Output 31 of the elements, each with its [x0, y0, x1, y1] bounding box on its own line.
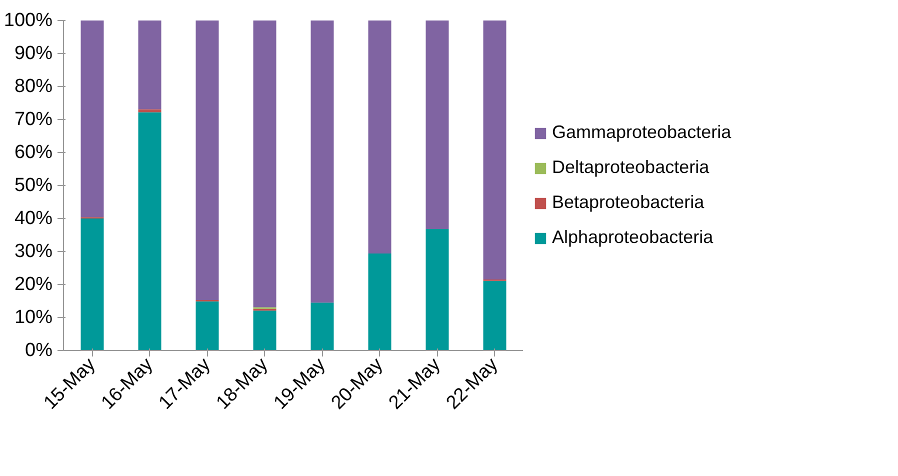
bar — [368, 253, 392, 350]
bar — [196, 301, 219, 350]
y-tick-label: 20% — [14, 274, 53, 295]
bar — [310, 20, 334, 303]
y-tick-label: 0% — [25, 340, 53, 361]
y-tick-label: 80% — [14, 76, 53, 97]
bar — [310, 302, 334, 350]
bar — [368, 20, 392, 254]
bar — [483, 280, 506, 350]
bar — [253, 310, 276, 350]
bar — [483, 20, 506, 280]
y-tick-label: 50% — [14, 175, 53, 196]
bar — [138, 112, 162, 350]
bar — [426, 20, 449, 230]
bar — [196, 20, 219, 300]
y-tick-label: 30% — [14, 241, 53, 262]
y-tick-label: 90% — [14, 43, 53, 64]
legend-label: Deltaproteobacteria — [552, 157, 710, 178]
bar — [80, 20, 104, 218]
y-tick-label: 60% — [14, 142, 53, 163]
y-tick-label: 100% — [4, 10, 53, 31]
bar — [426, 229, 449, 350]
y-tick-label: 40% — [14, 208, 53, 229]
bar — [138, 20, 162, 110]
bar — [253, 20, 276, 308]
y-tick-label: 70% — [14, 109, 53, 130]
legend-label: Gammaproteobacteria — [552, 122, 732, 143]
bar — [80, 218, 104, 350]
legend-label: Betaproteobacteria — [552, 192, 704, 213]
y-tick-label: 10% — [14, 307, 53, 328]
legend-label: Alphaproteobacteria — [552, 227, 714, 248]
